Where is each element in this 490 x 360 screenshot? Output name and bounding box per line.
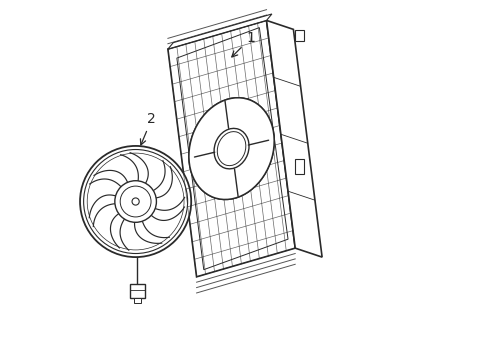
Polygon shape bbox=[295, 30, 304, 41]
Polygon shape bbox=[168, 21, 295, 277]
Polygon shape bbox=[295, 159, 304, 174]
Ellipse shape bbox=[214, 129, 249, 169]
Polygon shape bbox=[129, 284, 146, 298]
Circle shape bbox=[115, 181, 156, 222]
Text: 1: 1 bbox=[232, 31, 255, 57]
Polygon shape bbox=[177, 28, 288, 270]
Polygon shape bbox=[267, 21, 322, 257]
Polygon shape bbox=[134, 298, 141, 303]
Circle shape bbox=[120, 186, 151, 217]
Text: 2: 2 bbox=[141, 112, 156, 145]
Ellipse shape bbox=[217, 132, 246, 166]
Circle shape bbox=[80, 146, 191, 257]
Circle shape bbox=[132, 198, 139, 205]
Circle shape bbox=[87, 153, 184, 250]
Circle shape bbox=[84, 149, 188, 253]
Ellipse shape bbox=[189, 98, 274, 199]
Polygon shape bbox=[168, 14, 272, 49]
Ellipse shape bbox=[189, 98, 274, 199]
